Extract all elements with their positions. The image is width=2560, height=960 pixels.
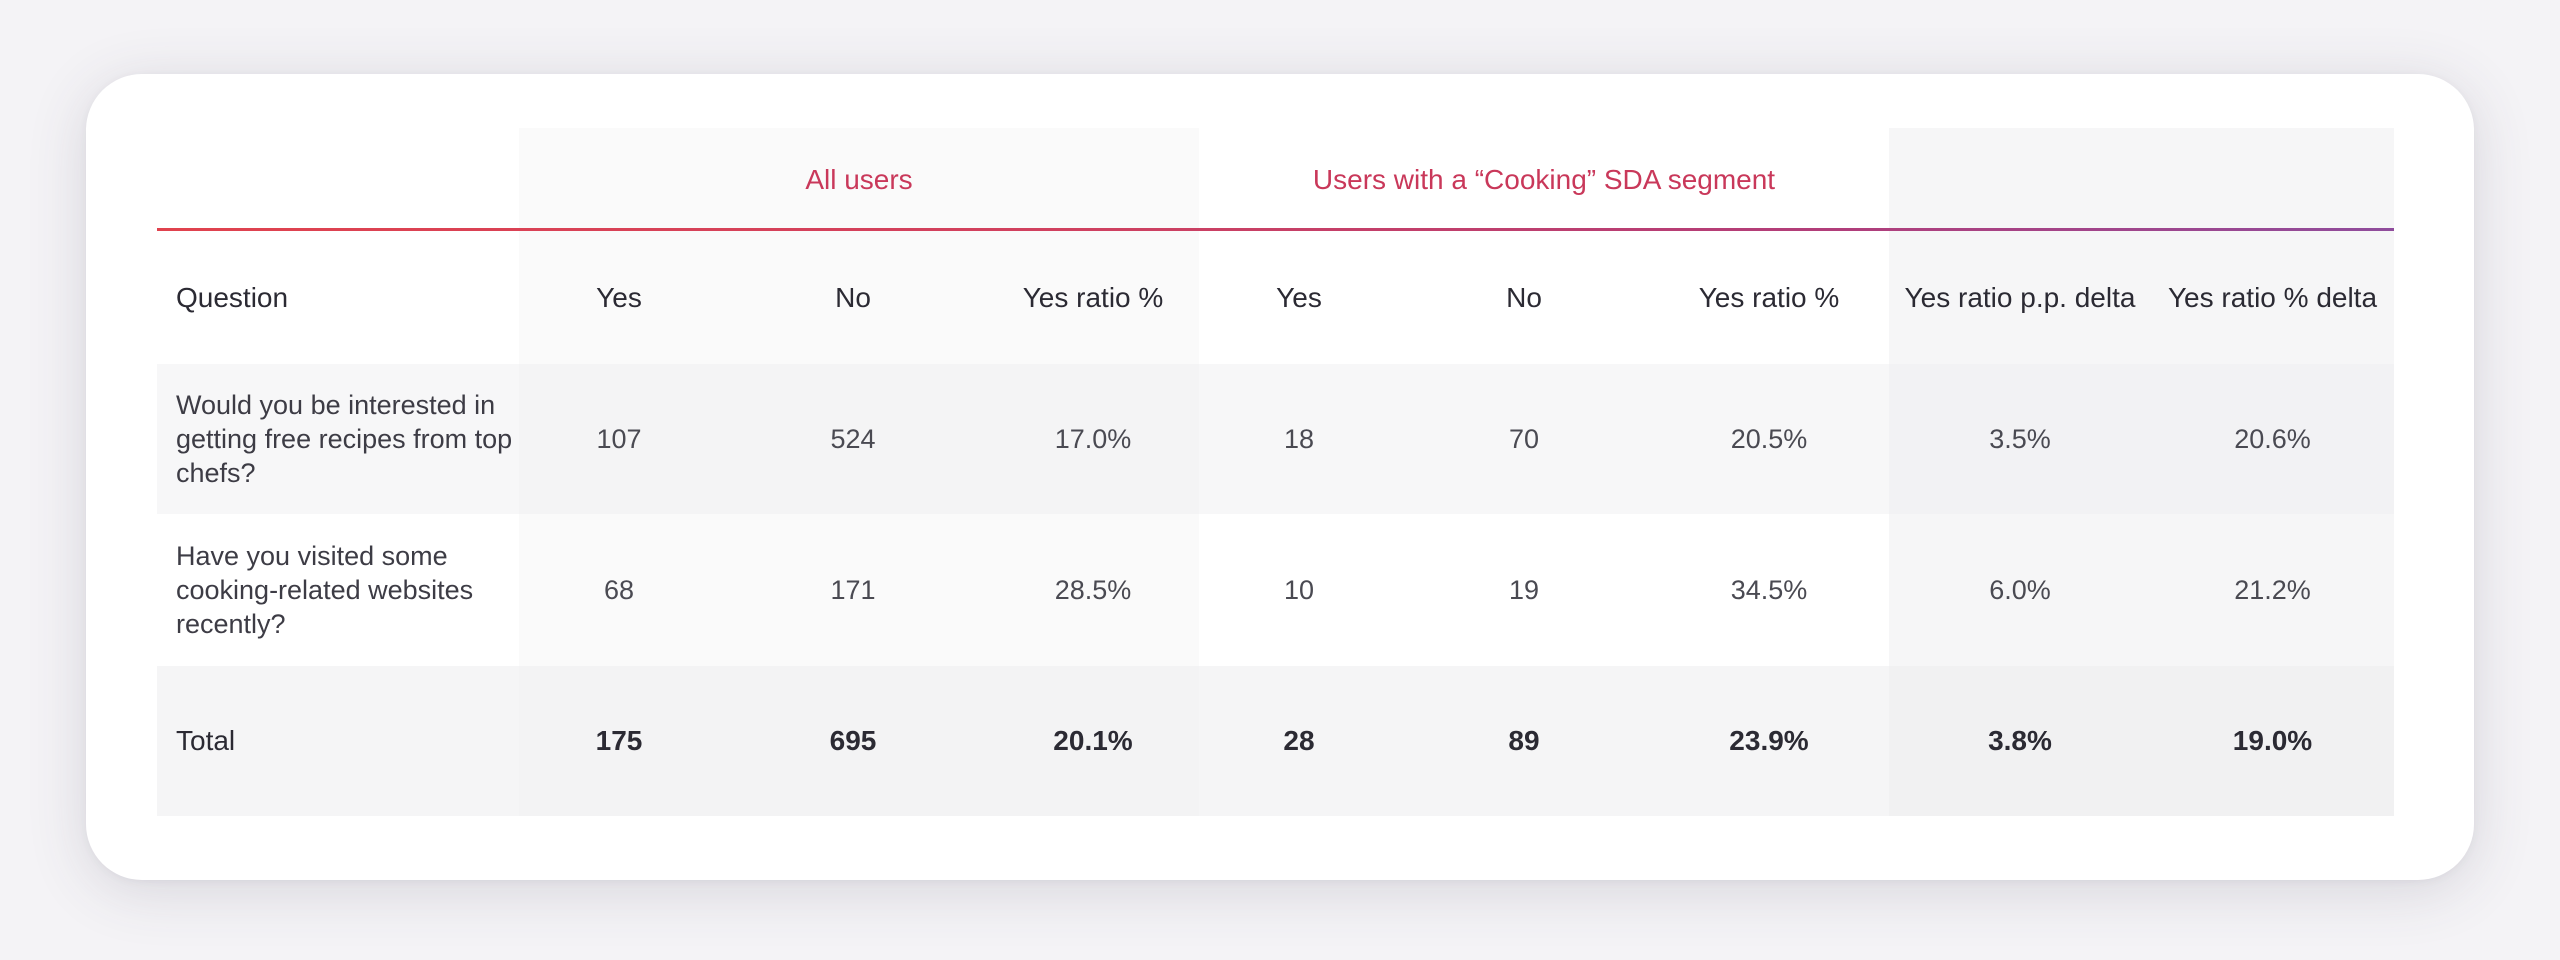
total-row-background [157, 666, 2394, 816]
table-cell: 524 [830, 423, 876, 454]
results-table: All users Users with a “Cooking” SDA seg… [157, 128, 2394, 816]
table-cell: 34.5% [1730, 574, 1808, 605]
total-cell: 89 [1508, 725, 1540, 756]
table-cell: 10 [1283, 574, 1315, 605]
total-cell: 20.1% [1053, 725, 1133, 756]
table-cell: 18 [1283, 423, 1315, 454]
table-row-question: Have you visited some cooking-related we… [176, 541, 474, 639]
results-card: All users Users with a “Cooking” SDA seg… [86, 74, 2474, 880]
table-cell: 20.6% [2234, 423, 2311, 454]
column-header-segment-yes-ratio: Yes ratio % [1698, 282, 1840, 313]
total-cell: 23.9% [1729, 725, 1809, 756]
row-1-background [157, 364, 2394, 514]
group-header-cooking-users: Users with a “Cooking” SDA segment [1312, 164, 1776, 195]
table-cell: 19 [1508, 574, 1540, 605]
header-divider [157, 228, 2394, 231]
column-header-yes: Yes [596, 282, 642, 313]
table-cell: 3.5% [1989, 423, 2051, 454]
table-cell: 171 [830, 574, 876, 605]
total-label: Total [176, 725, 236, 756]
total-cell: 175 [595, 725, 643, 756]
table-cell: 107 [596, 423, 642, 454]
column-header-question: Question [176, 282, 289, 313]
table-cell: 6.0% [1989, 574, 2051, 605]
column-header-pp-delta: Yes ratio p.p. delta [1904, 282, 2136, 313]
total-cell: 19.0% [2232, 725, 2313, 756]
total-cell: 695 [829, 725, 877, 756]
table-cell: 21.2% [2234, 574, 2311, 605]
column-header-segment-yes: Yes [1276, 282, 1322, 313]
total-cell: 3.8% [1988, 725, 2052, 756]
table-cell: 28.5% [1054, 574, 1132, 605]
column-header-pct-delta: Yes ratio % delta [2167, 282, 2378, 313]
group-header-all-users: All users [805, 164, 913, 195]
table-cell: 17.0% [1054, 423, 1132, 454]
table-cell: 70 [1508, 423, 1540, 454]
table-cell: 20.5% [1730, 423, 1808, 454]
table-cell: 68 [603, 574, 635, 605]
column-header-no: No [835, 282, 871, 313]
column-header-yes-ratio: Yes ratio % [1022, 282, 1164, 313]
column-header-segment-no: No [1506, 282, 1542, 313]
total-cell: 28 [1283, 725, 1315, 756]
table-row-question: Would you be interested in getting free … [176, 390, 513, 488]
